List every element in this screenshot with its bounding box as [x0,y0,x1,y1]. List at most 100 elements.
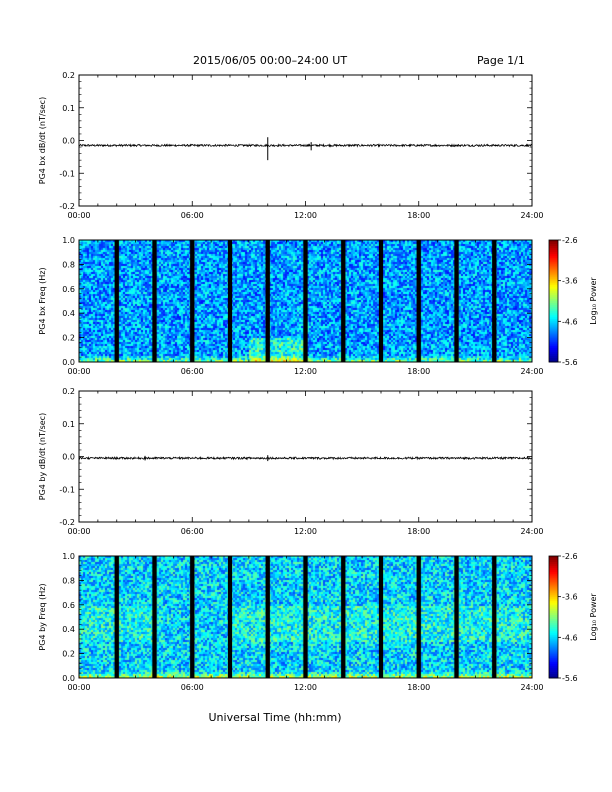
colorbar-segment [549,663,558,667]
y-axis-label: PG4 by dB/dt (nT/sec) [38,413,47,500]
colorbar-segment [549,262,558,265]
colorbar-segment [549,564,558,567]
colorbar-segment [549,641,558,644]
colorbar-label: Log₁₀ Power [589,593,598,641]
plot-frame [78,390,533,523]
colorbar-segment [549,580,558,583]
colorbar-segment [549,651,558,655]
colorbar-tick-label: -3.6 [562,593,578,602]
colorbar-tick-label: -4.6 [562,317,578,326]
colorbar-segment [549,268,558,271]
x-tick-label: 18:00 [407,683,430,692]
colorbar-segment [549,313,558,316]
colorbar-segment [549,582,558,585]
data-gap-band [228,556,232,678]
colorbar-segment [549,280,558,284]
colorbar-segment [549,572,558,575]
colorbar-segment [549,558,558,561]
colorbar-segment [549,568,558,571]
colorbar-segment [549,608,558,612]
data-gap-band [454,556,459,678]
colorbar-segment [549,321,558,324]
page-title: 2015/06/05 00:00–24:00 UT [193,54,348,67]
y-tick-label: 0.0 [62,453,75,462]
colorbar-segment [549,296,558,300]
y-tick-label: 0.6 [62,285,75,294]
colorbar-segment [549,311,558,314]
colorbar-segment [549,305,558,308]
colorbar-segment [549,256,558,259]
data-gap-band [379,240,383,362]
colorbar-segment [549,278,558,282]
data-gap-band [190,240,195,362]
x-tick-label: 06:00 [181,683,204,692]
y-tick-label: -0.1 [59,169,75,178]
colorbar-segment [549,574,558,577]
y-axis-label: PG4 bx Freq (Hz) [38,267,47,334]
data-gap-band [492,556,497,678]
x-tick-label: 06:00 [181,367,204,376]
y-tick-label: 1.0 [62,236,75,245]
colorbar-segment [549,248,558,251]
colorbar-segment [549,288,558,292]
colorbar-segment [549,357,558,361]
y-tick-label: 0.6 [62,601,75,610]
colorbar-segment [549,600,558,604]
x-tick-label: 18:00 [407,211,430,220]
plot-frame [78,74,533,207]
colorbar-segment [549,319,558,322]
y-axis-label: PG4 bx dB/dt (nT/sec) [38,97,47,184]
colorbar-segment [549,665,558,669]
colorbar-segment [549,633,558,636]
colorbar-segment [549,341,558,345]
y-tick-label: 0.0 [62,358,75,367]
x-tick-label: 00:00 [67,683,90,692]
colorbar-segment [549,617,558,620]
colorbar-segment [549,586,558,590]
colorbar-segment [549,606,558,610]
data-gap-band [454,240,459,362]
colorbar-segment [549,335,558,339]
colorbar-segment [549,614,558,618]
colorbar-segment [549,294,558,298]
colorbar-segment [549,333,558,337]
data-gap-band [416,556,421,678]
colorbar-segment [549,286,558,290]
colorbar-segment [549,345,558,349]
colorbar-segment [549,325,558,328]
colorbar-frame [548,555,559,679]
x-tick-label: 12:00 [294,367,317,376]
colorbar-segment [549,274,558,278]
colorbar-segment [549,315,558,318]
y-tick-label: -0.1 [59,485,75,494]
page-number: Page 1/1 [477,54,525,67]
x-tick-label: 12:00 [294,683,317,692]
x-tick-label: 24:00 [520,367,543,376]
colorbar-segment [549,270,558,274]
colorbar-segment [549,669,558,673]
colorbar-segment [549,258,558,261]
data-gap-band [416,240,421,362]
colorbar-segment [549,675,558,679]
colorbar-segment [549,673,558,677]
colorbar-segment [549,290,558,294]
colorbar-segment [549,292,558,296]
y-tick-label: 0.1 [62,104,75,113]
colorbar-tick-label: -5.6 [562,674,578,683]
colorbar-segment [549,645,558,648]
colorbar-segment [549,635,558,638]
data-gap-band [265,556,270,678]
x-tick-label: 06:00 [181,527,204,536]
y-tick-label: -0.2 [59,518,75,527]
colorbar-segment [549,347,558,351]
colorbar-segment [549,639,558,642]
data-gap-band [303,556,308,678]
colorbar-segment [549,604,558,608]
colorbar-segment [549,637,558,640]
colorbar-segment [549,252,558,255]
colorbar-segment [549,556,558,559]
colorbar-tick-label: -2.6 [562,236,578,245]
colorbar-tick-label: -4.6 [562,633,578,642]
data-gap-band [190,556,195,678]
x-tick-label: 06:00 [181,211,204,220]
